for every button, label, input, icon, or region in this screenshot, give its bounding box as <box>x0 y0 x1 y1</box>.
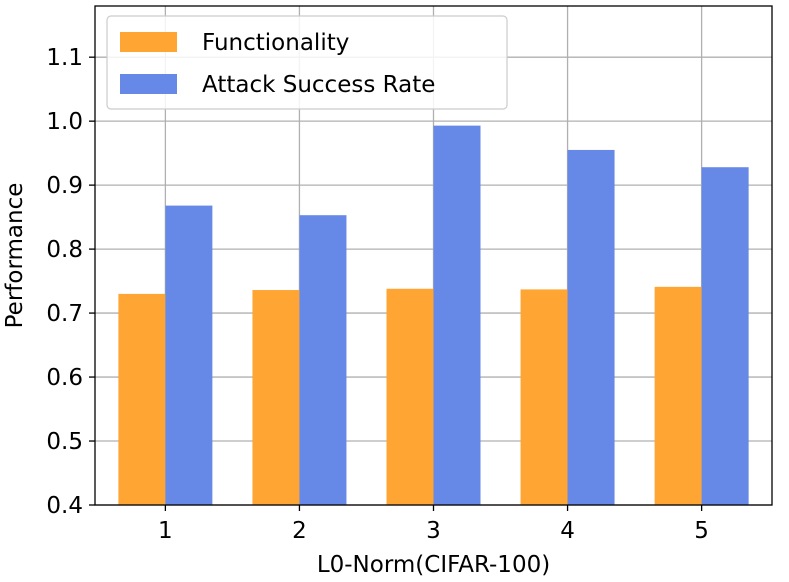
x-axis-ticks: 1 2 3 4 5 <box>158 505 709 544</box>
bar-attack-success-rate-3 <box>433 125 481 505</box>
legend-label-functionality: Functionality <box>202 30 349 56</box>
legend: Functionality Attack Success Rate <box>106 15 508 110</box>
bar-attack-success-rate-1 <box>165 205 213 505</box>
x-tick-label: 2 <box>292 518 307 544</box>
x-axis-title: L0-Norm(CIFAR-100) <box>317 552 550 578</box>
bar-functionality-1 <box>118 293 166 505</box>
legend-swatch-functionality <box>120 32 177 52</box>
y-tick-label: 0.7 <box>46 301 83 327</box>
bar-functionality-4 <box>520 289 568 505</box>
y-axis-ticks: 0.4 0.5 0.6 0.7 0.8 0.9 1.0 1.1 <box>46 45 95 519</box>
y-tick-label: 1.0 <box>46 109 83 135</box>
legend-box <box>106 15 508 110</box>
y-tick-label: 0.9 <box>46 173 83 199</box>
legend-swatch-attack-success-rate <box>120 74 177 94</box>
x-tick-label: 3 <box>426 518 441 544</box>
y-axis-title: Performance <box>2 183 28 329</box>
x-tick-label: 4 <box>560 518 575 544</box>
bar-functionality-2 <box>252 290 300 505</box>
y-tick-label: 0.4 <box>46 493 83 519</box>
legend-label-attack-success-rate: Attack Success Rate <box>202 72 435 98</box>
y-tick-label: 0.8 <box>46 237 83 263</box>
bar-attack-success-rate-5 <box>701 167 749 505</box>
bar-attack-success-rate-2 <box>299 215 347 505</box>
y-tick-label: 1.1 <box>46 45 83 71</box>
x-tick-label: 1 <box>158 518 173 544</box>
x-tick-label: 5 <box>694 518 709 544</box>
bars-group <box>118 125 749 505</box>
y-tick-label: 0.6 <box>46 365 83 391</box>
bar-attack-success-rate-4 <box>567 149 615 505</box>
bar-functionality-5 <box>654 286 702 505</box>
bar-functionality-3 <box>386 288 434 505</box>
y-tick-label: 0.5 <box>46 429 83 455</box>
